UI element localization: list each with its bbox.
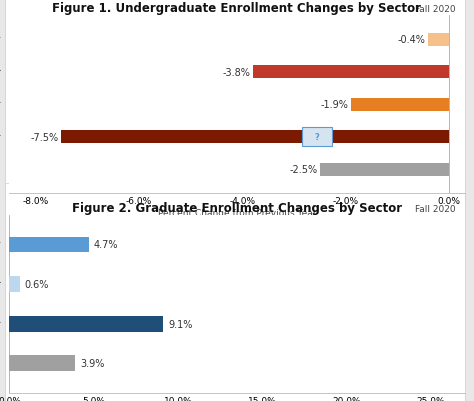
Text: -3.8%: -3.8%	[222, 68, 250, 78]
Text: -1.9%: -1.9%	[320, 100, 348, 110]
Title: Figure 2. Graduate Enrollment Changes by Sector: Figure 2. Graduate Enrollment Changes by…	[72, 201, 402, 214]
Text: Fall 2020: Fall 2020	[415, 205, 456, 213]
Bar	[9, 276, 19, 292]
Text: 4.7%: 4.7%	[94, 240, 118, 250]
Bar	[428, 34, 449, 47]
Text: 0.6%: 0.6%	[25, 279, 49, 289]
Text: 9.1%: 9.1%	[168, 319, 192, 329]
Bar	[9, 355, 75, 371]
Bar	[320, 163, 449, 176]
Text: -7.5%: -7.5%	[30, 132, 59, 142]
Bar	[9, 237, 89, 253]
Title: Figure 1. Undergraduate Enrollment Changes by Sector: Figure 1. Undergraduate Enrollment Chang…	[53, 2, 421, 15]
Text: ?: ?	[315, 133, 319, 142]
X-axis label: Percent Change from Previous Year: Percent Change from Previous Year	[158, 209, 316, 217]
Text: -2.5%: -2.5%	[289, 164, 317, 174]
Bar	[61, 131, 449, 144]
Bar	[9, 316, 163, 332]
Bar	[351, 99, 449, 111]
Text: 3.9%: 3.9%	[80, 358, 105, 369]
FancyBboxPatch shape	[302, 128, 332, 147]
Bar	[253, 66, 449, 79]
Text: Fall 2020: Fall 2020	[415, 5, 456, 14]
Text: -0.4%: -0.4%	[398, 35, 426, 45]
